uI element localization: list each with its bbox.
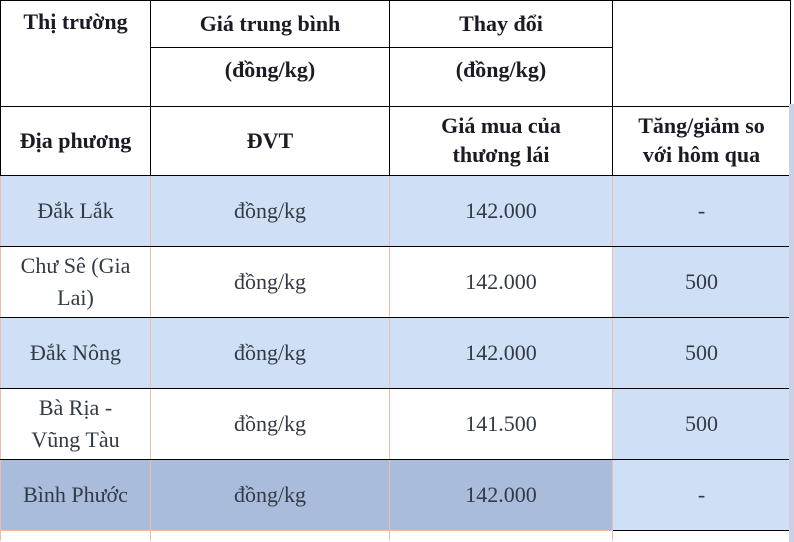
- change-cell: -: [612, 175, 791, 247]
- region-cell: Chư Sê (Gia Lai): [0, 246, 151, 318]
- change-cell: 500: [612, 317, 791, 389]
- price-cell: 142.000: [389, 246, 613, 318]
- unit-cell: đồng/kg: [150, 388, 390, 460]
- cut-off-row: [0, 530, 791, 541]
- table-row: Bà Rịa - Vũng Tàu đồng/kg 141.500 500: [0, 388, 791, 460]
- price-cell: 141.500: [389, 388, 613, 460]
- unit-cell: đồng/kg: [150, 175, 390, 247]
- cut-off-cell: [389, 530, 613, 541]
- header-row-1: Thị trường Giá trung bình Thay đổi: [0, 0, 791, 107]
- change-unit-cell: (đồng/kg): [389, 47, 613, 107]
- header-row-3: Địa phương ĐVT Giá mua của thương lái Tă…: [0, 106, 791, 176]
- cut-off-cell: [0, 530, 151, 541]
- price-cell: 142.000: [389, 317, 613, 389]
- buy-price-header-cell: Giá mua của thương lái: [389, 106, 613, 176]
- region-cell: Đắk Nông: [0, 317, 151, 389]
- table-row: Bình Phước đồng/kg 142.000-: [0, 459, 791, 531]
- change-cell: 500: [612, 388, 791, 460]
- unit-cell: đồng/kg: [150, 246, 390, 318]
- change-cell: -: [612, 459, 791, 531]
- price-cell: 142.000: [389, 459, 613, 531]
- region-cell: Bình Phước: [0, 459, 151, 531]
- right-edge-strip: [789, 104, 794, 542]
- unit-cell: đồng/kg: [150, 317, 390, 389]
- avg-price-header-cell: Giá trung bình: [150, 0, 390, 48]
- unit-header-cell: ĐVT: [150, 106, 390, 176]
- cut-off-cell: [150, 530, 390, 541]
- price-cell: 142.000: [389, 175, 613, 247]
- unit-cell: đồng/kg: [150, 459, 390, 531]
- change-header-cell: Thay đổi: [389, 0, 613, 48]
- empty-header-cell: [612, 0, 791, 107]
- location-header-cell: Địa phương: [0, 106, 151, 176]
- region-cell: Bà Rịa - Vũng Tàu: [0, 388, 151, 460]
- change-vs-yesterday-header-label: Tăng/giảm so với hôm qua: [638, 113, 765, 167]
- market-header-cell: Thị trường: [0, 0, 151, 107]
- table-row: Chư Sê (Gia Lai) đồng/kg 142.000 500: [0, 246, 791, 318]
- avg-price-unit-cell: (đồng/kg): [150, 47, 390, 107]
- table-row: Đắk Nông đồng/kg 142.000 500: [0, 317, 791, 389]
- change-cell: 500: [612, 246, 791, 318]
- table-row: Đắk Lắk đồng/kg 142.000-: [0, 175, 791, 247]
- region-cell: Đắk Lắk: [0, 175, 151, 247]
- buy-price-header-label: Giá mua của thương lái: [441, 113, 561, 167]
- header-row-2: (đồng/kg) (đồng/kg): [1, 47, 791, 107]
- cut-off-cell: [612, 530, 791, 541]
- change-vs-yesterday-header-cell: Tăng/giảm so với hôm qua: [612, 106, 791, 176]
